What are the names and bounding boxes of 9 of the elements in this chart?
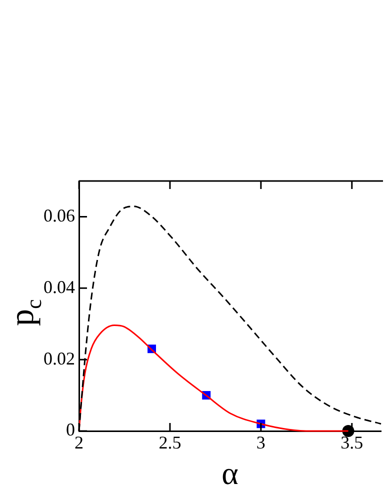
y-tick-label: 0.04 bbox=[44, 276, 75, 297]
x-tick-label: 3 bbox=[256, 432, 266, 453]
x-tick-label: 2 bbox=[74, 432, 84, 453]
y-tick-label: 0.06 bbox=[44, 205, 75, 226]
y-tick-label: 0.02 bbox=[44, 348, 75, 368]
x-tick-label: 2.5 bbox=[158, 432, 182, 453]
x-tick-label: 3.5 bbox=[340, 432, 364, 453]
x-axis-title: α bbox=[222, 455, 239, 492]
y-tick-label: 0 bbox=[66, 420, 75, 440]
